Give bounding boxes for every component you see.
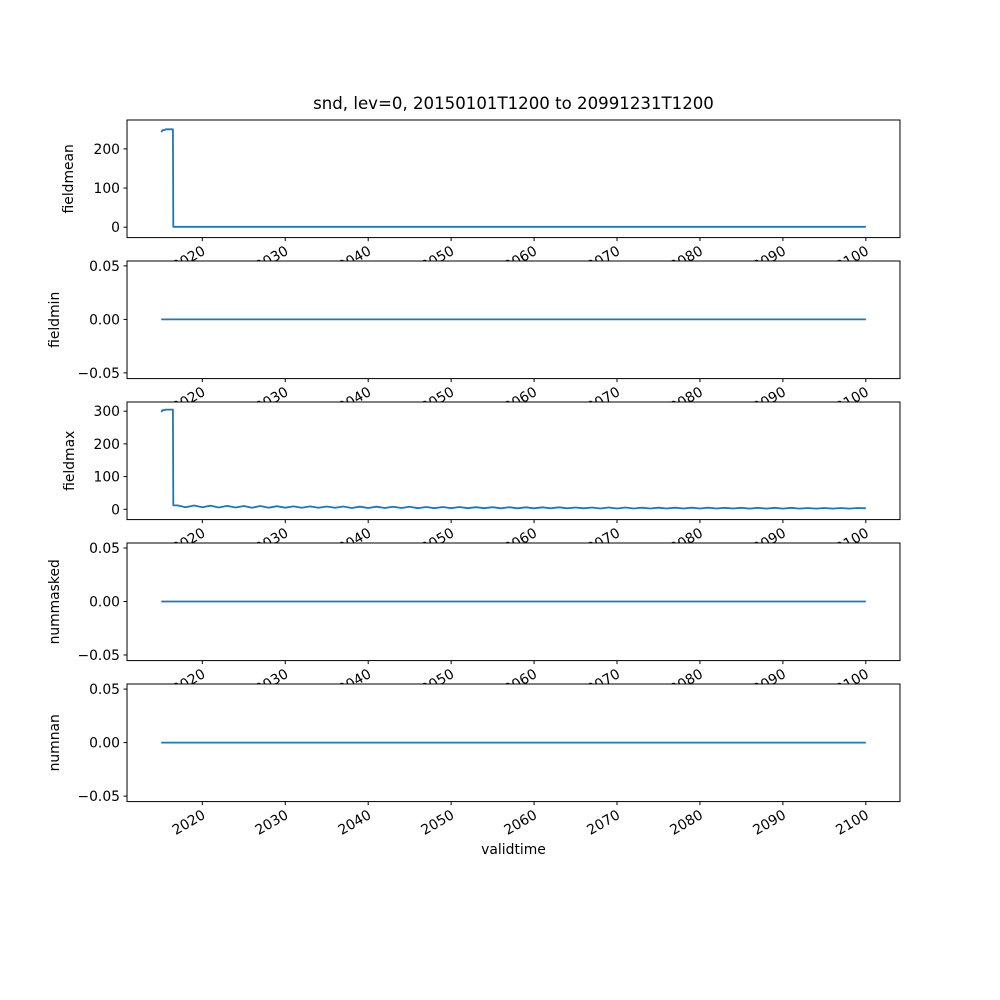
data-line <box>160 128 866 228</box>
y-tick-label: 300 <box>94 404 120 420</box>
x-tick-label: 2080 <box>667 808 706 840</box>
y-tick-label: −0.05 <box>77 789 120 805</box>
x-tick-label: 2050 <box>419 808 458 840</box>
y-tick-label: −0.05 <box>77 648 120 664</box>
x-tick-label: 2040 <box>336 808 375 840</box>
plot-area <box>127 402 900 520</box>
x-tick-label: 2060 <box>501 808 540 840</box>
x-axis-label: validtime <box>481 842 546 858</box>
y-tick-label: 0 <box>111 502 120 518</box>
plot-title: snd, lev=0, 20150101T1200 to 20991231T12… <box>313 94 714 113</box>
y-axis-label: fieldmin <box>47 292 63 348</box>
subplot-numnan: 0.05 0.00 −0.05 2020 2030 2040 2050 2060 2070 208… <box>47 683 901 840</box>
y-axis-label: fieldmax <box>62 431 78 491</box>
y-tick-label: 0.05 <box>89 683 120 698</box>
plot-area <box>127 119 900 238</box>
y-tick-label: 100 <box>94 181 120 197</box>
y-tick-label: 0 <box>111 220 120 236</box>
x-tick-label: 2020 <box>170 808 209 840</box>
y-tick-label: 100 <box>94 470 120 486</box>
axes-frame <box>126 401 901 521</box>
y-tick-label: 0.05 <box>89 542 120 557</box>
y-tick-label: −0.05 <box>77 366 120 382</box>
y-axis-label: fieldmean <box>61 144 77 213</box>
y-axis-label: numnan <box>47 715 63 772</box>
x-tick-label: 2030 <box>253 808 292 840</box>
data-line <box>160 408 866 510</box>
x-tick-label: 2090 <box>750 808 789 840</box>
y-tick-label: 0.00 <box>89 312 120 328</box>
y-tick-label: 0.05 <box>89 260 120 275</box>
x-tick-label: 2070 <box>584 808 623 840</box>
axes-frame <box>126 119 901 239</box>
y-tick-label: 0.00 <box>89 595 120 611</box>
y-tick-label: 200 <box>94 142 120 158</box>
y-tick-label: 200 <box>94 437 120 453</box>
y-axis-label: nummasked <box>47 559 63 644</box>
y-tick-label: 0.00 <box>89 736 120 752</box>
x-tick-label: 2100 <box>833 808 872 840</box>
